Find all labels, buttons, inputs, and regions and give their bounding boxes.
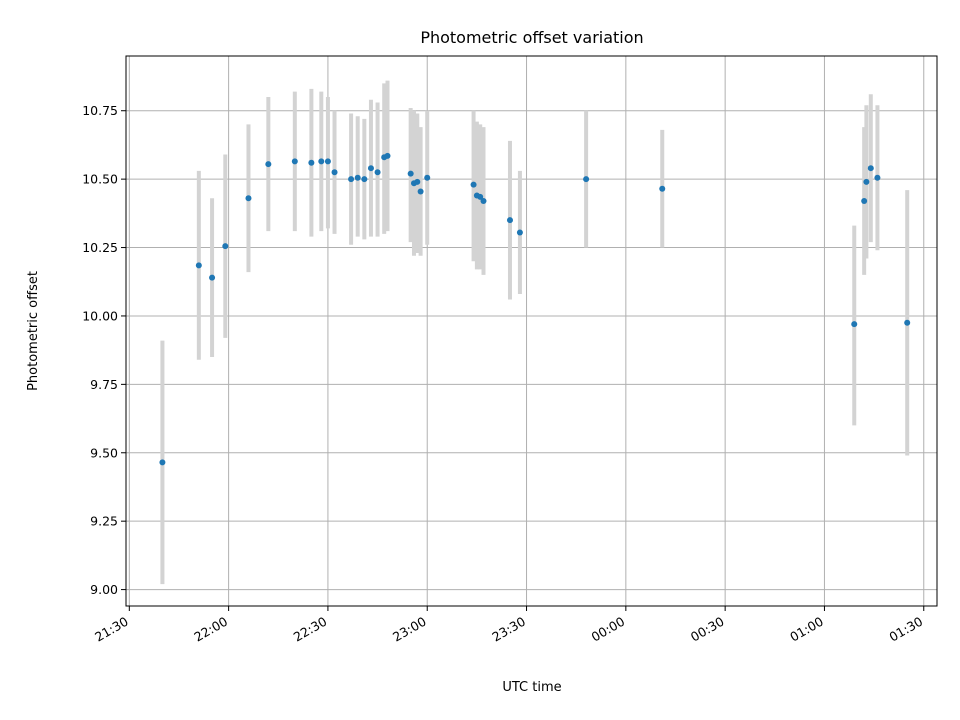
grid-lines: [126, 56, 937, 606]
data-point: [516, 229, 523, 236]
x-tick-label: 01:30: [887, 614, 926, 645]
data-point: [291, 158, 298, 165]
data-point: [354, 174, 361, 181]
data-point: [477, 193, 484, 200]
data-point: [904, 319, 911, 326]
data-point: [470, 181, 477, 188]
x-tick-label: 22:30: [291, 614, 330, 645]
data-point: [209, 274, 216, 281]
data-point: [222, 243, 229, 250]
data-point: [851, 321, 858, 328]
data-points: [159, 152, 911, 466]
data-point: [867, 165, 874, 172]
x-tick-label: 00:30: [688, 614, 727, 645]
y-axis-ticks: 9.00 9.25 9.50 9.75 10.00 10.25 10.50 10.75: [82, 103, 126, 597]
x-axis-label: UTC time: [502, 680, 561, 695]
data-point: [367, 165, 374, 172]
x-tick-label: 23:30: [489, 614, 528, 645]
data-point: [583, 176, 590, 183]
y-tick-label: 9.75: [90, 377, 118, 392]
x-tick-label: 22:00: [191, 614, 230, 645]
data-point: [659, 185, 666, 192]
x-tick-label: 00:00: [589, 614, 628, 645]
data-point: [480, 198, 487, 205]
data-point: [863, 178, 870, 185]
data-point: [874, 174, 881, 181]
data-point: [407, 170, 414, 177]
y-axis-label: Photometric offset: [26, 271, 41, 391]
data-point: [361, 176, 368, 183]
y-tick-label: 9.25: [90, 514, 118, 529]
x-tick-label: 23:00: [390, 614, 429, 645]
data-point: [414, 178, 421, 185]
data-point: [308, 159, 315, 166]
y-tick-label: 9.00: [90, 582, 118, 597]
data-point: [374, 169, 381, 176]
data-point: [384, 152, 391, 159]
data-point: [417, 188, 424, 195]
error-bars: [160, 80, 910, 585]
data-point: [265, 161, 272, 168]
y-tick-label: 10.75: [82, 103, 118, 118]
x-axis-ticks: 21:30 22:00 22:30 23:00 23:30 00:00 00:30 01:00…: [92, 606, 925, 645]
data-point: [348, 176, 355, 183]
data-point: [159, 459, 166, 466]
data-point: [318, 158, 325, 165]
plot-frame: [125, 55, 938, 607]
y-tick-label: 10.50: [82, 172, 118, 187]
data-point: [324, 158, 331, 165]
data-point: [331, 169, 338, 176]
y-tick-label: 10.00: [82, 308, 118, 323]
data-point: [245, 195, 252, 202]
x-tick-label: 21:30: [92, 614, 131, 645]
data-point: [195, 262, 202, 269]
data-point: [861, 198, 868, 205]
y-tick-label: 9.50: [90, 445, 118, 460]
y-tick-label: 10.25: [82, 240, 118, 255]
chart-title: Photometric offset variation: [420, 28, 643, 47]
x-tick-label: 01:00: [787, 614, 826, 645]
data-point: [424, 174, 431, 181]
data-point: [506, 217, 513, 224]
